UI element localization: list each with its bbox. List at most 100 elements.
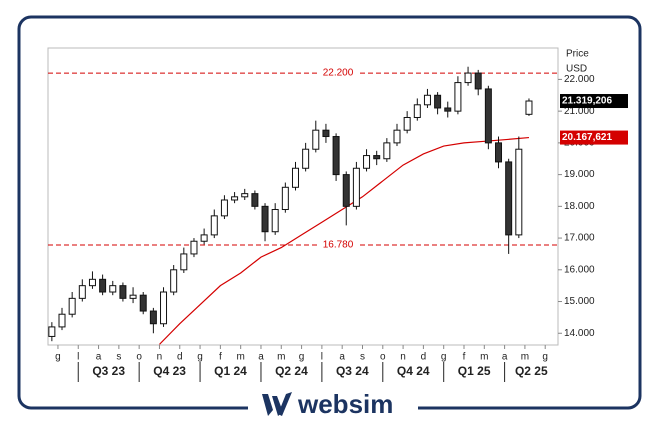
quarter-label: Q4 23 <box>153 364 186 378</box>
candle-body <box>251 193 259 207</box>
x-tick-label: m <box>277 352 285 363</box>
quarter-label: Q2 25 <box>515 364 548 378</box>
candle-body <box>352 167 360 207</box>
candle-body <box>99 278 107 293</box>
candle-body <box>231 196 239 201</box>
x-tick-label: g <box>55 352 61 363</box>
y-tick-label: 19.000 <box>564 169 595 180</box>
candle-body <box>525 100 533 115</box>
x-tick-label: o <box>136 352 142 363</box>
y-tick-label: 21.000 <box>564 106 595 117</box>
moving-average <box>159 136 530 345</box>
price-tag-label: 21.319,206 <box>562 96 612 107</box>
price-tag <box>560 94 628 109</box>
plot-area <box>47 47 559 346</box>
y-tick-label: 17.000 <box>564 233 595 244</box>
y-tick-label: 14.000 <box>564 328 595 339</box>
y-tick-label: 18.000 <box>564 201 595 212</box>
level-label-bg <box>318 67 358 80</box>
candle-body <box>281 186 289 211</box>
candle-body <box>332 136 340 176</box>
x-tick-label: f <box>219 352 222 363</box>
candle-body <box>48 326 56 337</box>
quarter-label: Q1 25 <box>458 364 491 378</box>
logo-icon <box>262 392 292 416</box>
quarter-label: Q3 24 <box>336 364 369 378</box>
level-label: 22.200 <box>323 68 354 79</box>
candle-body <box>119 285 127 299</box>
x-tick-label: g <box>441 352 447 363</box>
quarter-label: Q3 23 <box>92 364 125 378</box>
candle-body <box>434 94 442 109</box>
candle-body <box>58 313 66 328</box>
candle-body <box>423 94 431 106</box>
candle-body <box>444 107 452 112</box>
candle-body <box>464 72 472 84</box>
level-label: 16.780 <box>323 240 354 251</box>
candle-body <box>241 193 249 198</box>
candle-body <box>271 209 279 233</box>
x-tick-label: g <box>197 352 203 363</box>
x-tick-label: n <box>157 352 163 363</box>
axis-label: Price <box>566 49 589 60</box>
candle-body <box>474 72 482 90</box>
x-tick-label: g <box>542 352 548 363</box>
candle-body <box>312 129 320 150</box>
x-tick-label: s <box>360 352 365 363</box>
candle-body <box>139 294 147 312</box>
y-tick-label: 22.000 <box>564 74 595 85</box>
x-tick-label: a <box>339 352 345 363</box>
candle-body <box>322 129 330 138</box>
y-tick-label: 15.000 <box>564 296 595 307</box>
y-tick-label: 16.000 <box>564 264 595 275</box>
level-label-bg <box>318 239 358 252</box>
x-tick-label: g <box>299 352 305 363</box>
x-tick-label: n <box>400 352 406 363</box>
candle-body <box>291 167 299 188</box>
candle-body <box>78 285 86 299</box>
candle-body <box>88 278 96 287</box>
x-tick-label: a <box>502 352 508 363</box>
candle-body <box>363 155 371 169</box>
candle-body <box>342 174 350 207</box>
candle-body <box>505 161 513 236</box>
candle-body <box>210 215 218 236</box>
candle-body <box>413 104 421 118</box>
candle-body <box>160 291 168 325</box>
x-tick-label: f <box>463 352 466 363</box>
candle-body <box>495 142 503 163</box>
candle-body <box>403 116 411 131</box>
x-tick-label: d <box>421 352 427 363</box>
candle-body <box>383 142 391 160</box>
candle-body <box>68 297 76 315</box>
candle-body <box>220 199 228 217</box>
candle-body <box>109 285 117 293</box>
quarter-label: Q1 24 <box>214 364 247 378</box>
candle-body <box>149 310 157 325</box>
x-tick-label: m <box>480 352 488 363</box>
candle-body <box>373 155 381 160</box>
x-tick-label: m <box>521 352 529 363</box>
candle-body <box>302 148 310 169</box>
candle-body <box>261 205 269 233</box>
candle-body <box>454 82 462 112</box>
candle-body <box>129 294 137 299</box>
candle-body <box>170 269 178 293</box>
x-tick-label: l <box>77 352 79 363</box>
x-tick-label: a <box>258 352 264 363</box>
x-tick-label: m <box>236 352 244 363</box>
candle-body <box>180 253 188 271</box>
x-tick-label: s <box>116 352 121 363</box>
quarter-label: Q4 24 <box>397 364 430 378</box>
candle-body <box>190 240 198 255</box>
candle-body <box>515 148 523 236</box>
candle-body <box>484 88 492 144</box>
brand: websim <box>297 389 393 419</box>
candle-body <box>393 129 401 144</box>
price-tag <box>560 130 628 145</box>
x-tick-label: d <box>177 352 183 363</box>
axis-unit: USD <box>566 64 587 75</box>
candle-body <box>200 234 208 242</box>
x-tick-label: o <box>380 352 386 363</box>
